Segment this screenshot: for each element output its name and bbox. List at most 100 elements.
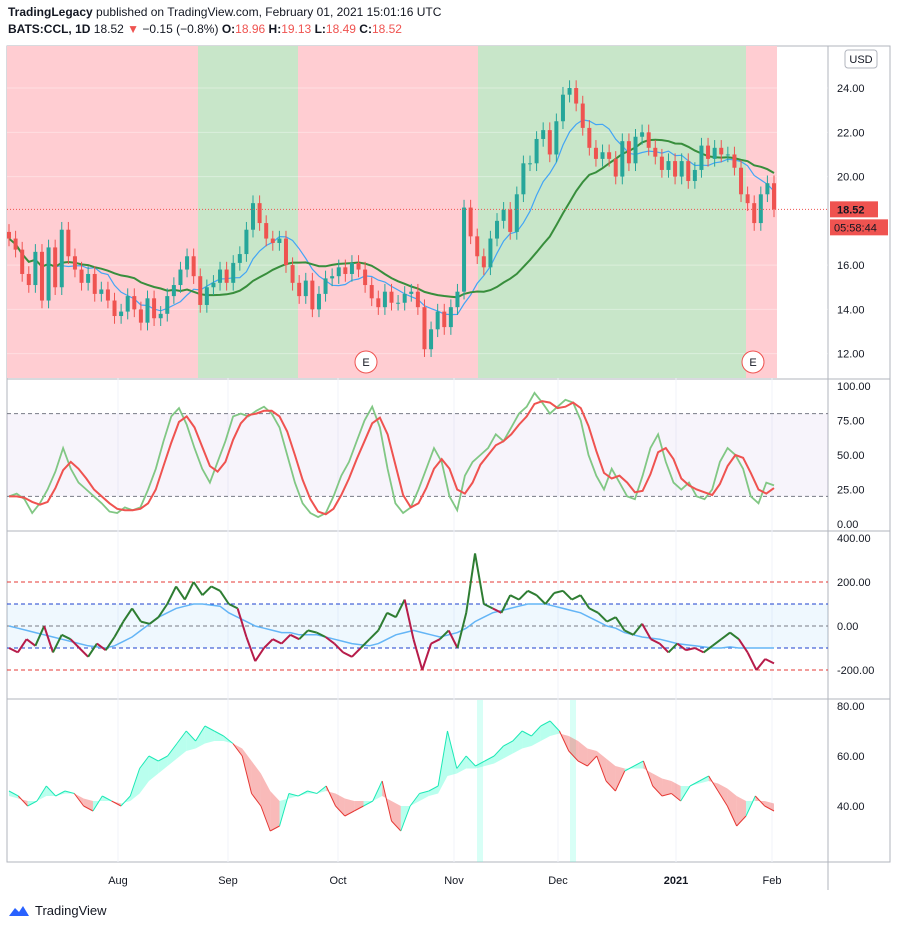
cci-segment [96, 642, 107, 651]
cloud-segment [167, 743, 177, 766]
footer-brand[interactable]: TradingView [8, 903, 107, 918]
osc-fast-segment [754, 795, 766, 807]
osc-fast-segment [102, 795, 112, 802]
earnings-marker-label: E [749, 357, 756, 369]
candle-body [580, 103, 585, 128]
cci-segment [755, 658, 766, 671]
cloud-segment [288, 793, 299, 799]
candle-body [171, 285, 176, 297]
last-price: 18.52 [93, 22, 124, 36]
cci-segment [25, 638, 36, 647]
countdown-text: 05:58:44 [834, 222, 877, 234]
cci-segment [527, 589, 538, 597]
candle-body [692, 169, 697, 182]
cloud-segment [83, 798, 93, 811]
publish-line: TradingLegacy published on TradingView.c… [8, 5, 441, 19]
candle-body [429, 329, 434, 350]
candle-body [363, 269, 368, 286]
cci-segment [228, 603, 239, 610]
osc-fast-segment [111, 800, 122, 807]
cloud-segment [335, 793, 345, 816]
cci-segment [263, 638, 274, 649]
candle-body [218, 269, 223, 283]
osc-fast-segment [400, 805, 411, 832]
high-label: H: [268, 22, 282, 36]
price-tick-label: 16.00 [837, 260, 865, 272]
cloud-segment [176, 731, 187, 759]
cloud-segment [158, 756, 168, 774]
cci-segment [676, 642, 687, 651]
low-label: L: [314, 22, 326, 36]
osc-fast-segment [167, 743, 178, 757]
osc-fast-segment [27, 800, 38, 807]
candle-body [79, 269, 84, 283]
osc-fast-segment [260, 805, 271, 832]
cci-tick-label: -200.00 [837, 665, 874, 677]
cci-segment [183, 581, 195, 601]
cloud-segment [9, 791, 19, 799]
cci-segment [703, 645, 714, 654]
x-axis-label: Feb [763, 875, 782, 887]
candle-body [732, 154, 737, 168]
osc-fast-segment [409, 793, 420, 807]
candle-body [640, 132, 645, 137]
osc-fast-segment [92, 795, 103, 812]
last-price-tag [830, 201, 878, 218]
candle-body [244, 229, 249, 255]
candle-body [699, 145, 704, 170]
osc-fast-segment [241, 755, 253, 794]
candle-body [765, 183, 770, 195]
osc-fast-segment [45, 785, 57, 797]
candle-body [224, 269, 229, 283]
candle-body [211, 282, 216, 288]
candle-body [560, 94, 565, 122]
earnings-marker [741, 350, 765, 374]
osc-fast-segment [614, 770, 626, 792]
stoch-band [7, 413, 828, 497]
osc-fast-segment [558, 730, 570, 752]
cloud-segment [260, 773, 271, 831]
cci-segment [492, 607, 502, 614]
ohlc-line: BATS:CCL, 1D 18.52 ▼ −0.15 (−0.8%) O:18.… [8, 22, 402, 36]
osc-fast-segment [335, 805, 346, 817]
cloud-segment [494, 746, 504, 764]
cloud-segment [615, 766, 625, 791]
candle-body [396, 302, 401, 304]
stoch-tick-label: 100.00 [837, 381, 871, 393]
candle-body [66, 229, 71, 257]
candle-body [514, 194, 519, 232]
osc-fast-segment [745, 795, 756, 817]
cloud-segment [662, 778, 672, 796]
candle-body [290, 265, 295, 283]
cloud-segment [718, 783, 728, 806]
cci-segment [553, 589, 564, 594]
cci-segment [412, 638, 424, 671]
osc-fast-segment [83, 805, 94, 812]
cci-segment [421, 643, 433, 671]
candle-body [481, 256, 486, 268]
cloud-segment [251, 761, 261, 806]
osc-fast-segment [17, 795, 29, 807]
candle-body [316, 293, 321, 310]
candle-body [442, 311, 447, 328]
author-name[interactable]: TradingLegacy [8, 5, 93, 19]
candle-body [152, 298, 157, 319]
cci-tick-label: 0.00 [837, 621, 858, 633]
osc-fast-segment [764, 805, 775, 812]
candle-body [435, 311, 440, 330]
osc-fast-segment [391, 820, 402, 832]
candle-body [527, 163, 532, 165]
osc-fast-segment [568, 750, 579, 762]
cloud-segment [419, 791, 429, 801]
cloud-segment [270, 791, 280, 831]
candle-body [706, 145, 711, 159]
stoch-tick-label: 0.00 [837, 519, 858, 531]
symbol-label[interactable]: BATS:CCL, 1D [8, 22, 91, 36]
osc-fast-segment [512, 730, 523, 742]
osc-fast-segment [195, 725, 206, 742]
candle-body [257, 203, 262, 224]
candle-body [191, 256, 196, 277]
cci-segment [764, 658, 775, 665]
price-tick-label: 14.00 [837, 304, 865, 316]
